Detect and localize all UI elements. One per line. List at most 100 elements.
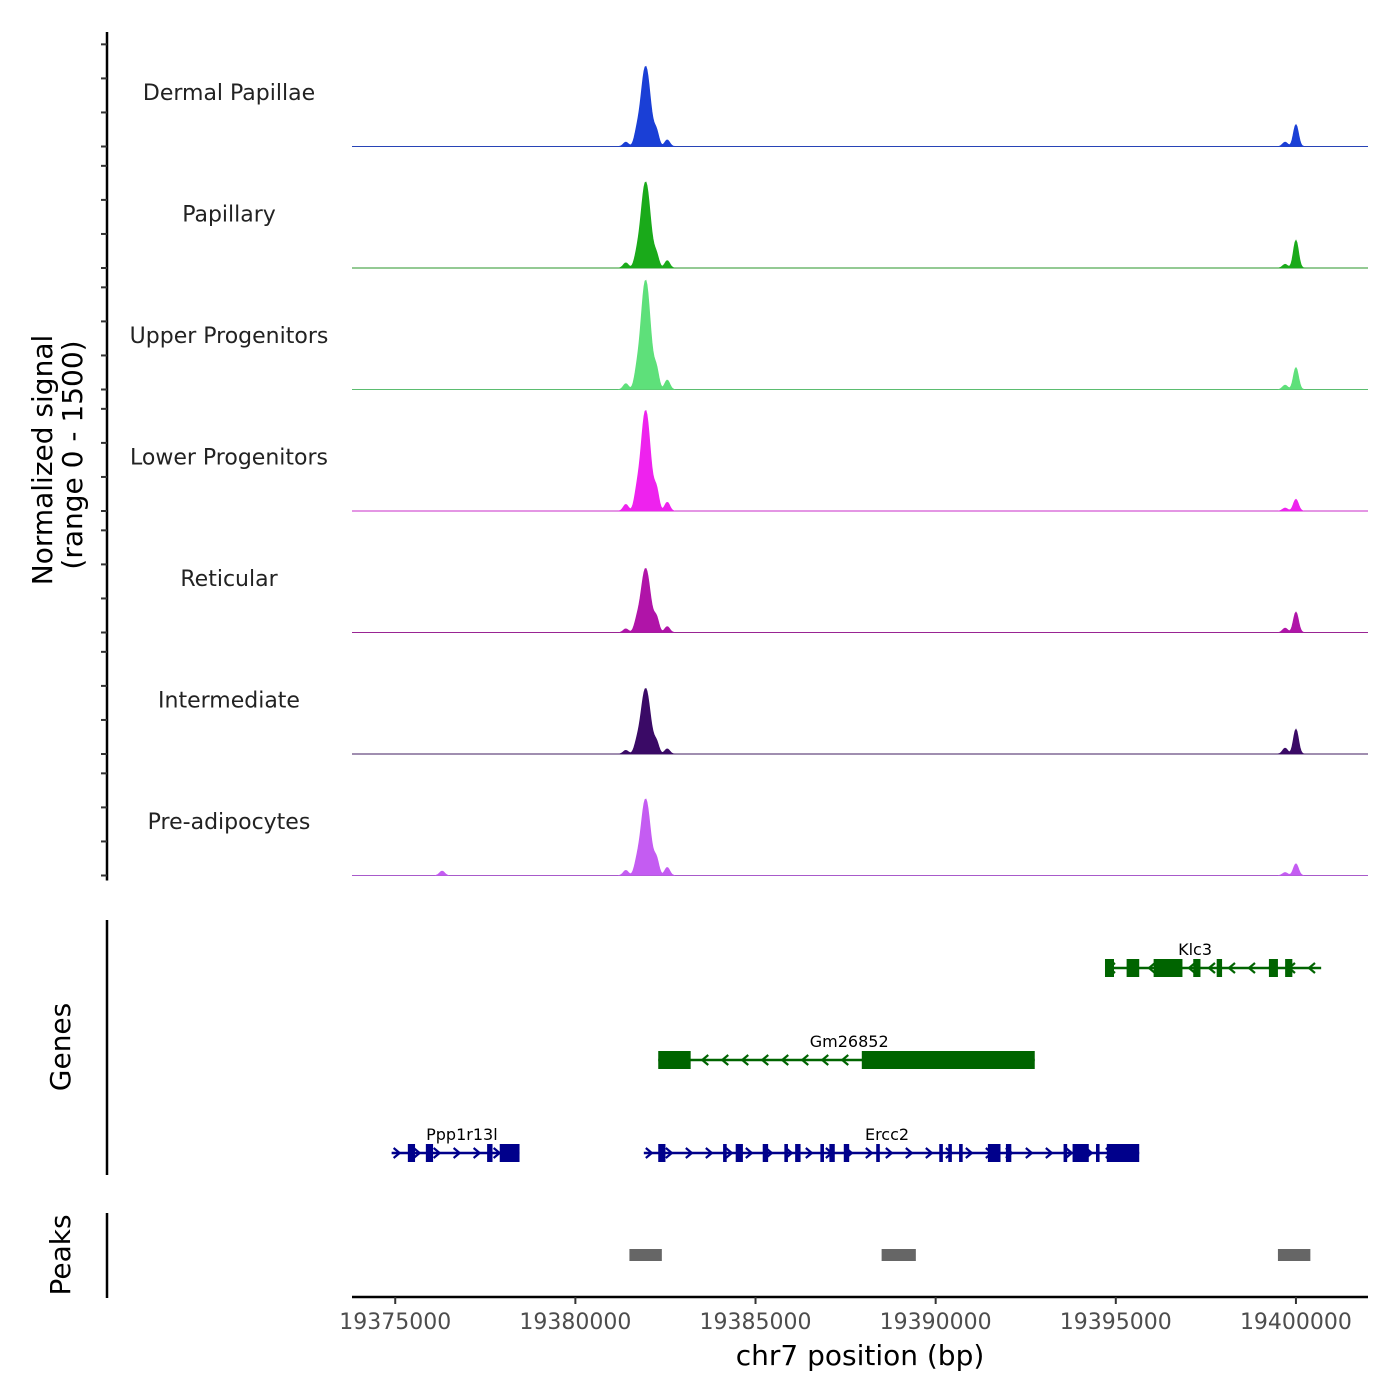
- exon: [735, 1144, 743, 1162]
- exon: [876, 1144, 880, 1162]
- coverage-area: [352, 798, 1368, 876]
- strand-arrow: [705, 1147, 714, 1159]
- strand-arrow: [452, 1147, 462, 1159]
- exon: [487, 1144, 493, 1162]
- peak-region: [881, 1249, 916, 1261]
- coverage-track: Pre-adipocytes: [148, 798, 1368, 876]
- gene-label: Ercc2: [865, 1125, 909, 1144]
- gene-label: Gm26852: [810, 1032, 889, 1051]
- coverage-area: [352, 65, 1368, 147]
- strand-arrow: [432, 1147, 442, 1159]
- track-label: Reticular: [180, 567, 278, 592]
- strand-arrow: [1247, 962, 1256, 974]
- gene-annotations: Klc3 Gm26852 Ppp1r13l Ercc2: [391, 940, 1322, 1162]
- strand-arrow: [700, 1054, 709, 1066]
- coverage-area: [352, 181, 1368, 269]
- coverage-area: [352, 279, 1368, 390]
- coverage-tracks: Dermal Papillae Papillary Upper Progenitor…: [130, 65, 1368, 876]
- track-label: Upper Progenitors: [130, 324, 329, 349]
- exon: [1104, 959, 1114, 977]
- x-tick-label: 19400000: [1240, 1310, 1352, 1335]
- strand-arrow: [1187, 962, 1196, 974]
- y-axis-range-label: (range 0 - 1500): [56, 340, 89, 569]
- strand-arrow: [925, 1147, 934, 1159]
- exon: [939, 1144, 943, 1162]
- x-tick-label: 19375000: [339, 1310, 451, 1335]
- track-label: Papillary: [182, 203, 276, 228]
- exon: [762, 1144, 769, 1162]
- coverage-track: Dermal Papillae: [143, 65, 1368, 147]
- y-axis-title: Normalized signal: [26, 335, 59, 586]
- strand-arrow: [840, 1054, 849, 1066]
- gene-model: Ercc2: [643, 1125, 1140, 1162]
- strand-arrow: [780, 1054, 789, 1066]
- exon: [1193, 959, 1201, 977]
- exon: [829, 1144, 835, 1162]
- coverage-track: Intermediate: [158, 687, 1368, 755]
- exon: [425, 1144, 434, 1162]
- gene-model: Klc3: [1104, 940, 1322, 977]
- coverage-area: [352, 687, 1368, 755]
- peak-region: [1277, 1249, 1311, 1261]
- strand-arrow: [1025, 1147, 1034, 1159]
- exon: [1153, 959, 1183, 977]
- gene-model: Ppp1r13l: [391, 1125, 520, 1162]
- coverage-area: [352, 567, 1368, 633]
- strand-arrow: [885, 1147, 894, 1159]
- y-axis: [101, 32, 109, 881]
- exon: [820, 1144, 824, 1162]
- x-axis: 19375000 19380000 19385000 19390000 19395000…: [339, 1295, 1368, 1335]
- exon: [1072, 1144, 1089, 1162]
- exon: [861, 1051, 1035, 1069]
- track-label: Dermal Papillae: [143, 81, 315, 106]
- exon: [1063, 1144, 1068, 1162]
- strand-arrow: [472, 1147, 482, 1159]
- strand-arrow: [1045, 1147, 1054, 1159]
- strand-arrow: [865, 1147, 874, 1159]
- strand-arrow: [740, 1054, 749, 1066]
- exon: [1126, 959, 1140, 977]
- strand-arrow: [1227, 962, 1236, 974]
- coverage-track: Lower Progenitors: [130, 409, 1368, 512]
- exon: [1216, 959, 1223, 977]
- x-tick-label: 19390000: [880, 1310, 992, 1335]
- gene-label: Ppp1r13l: [426, 1125, 498, 1144]
- strand-arrow: [645, 1147, 654, 1159]
- exon: [499, 1144, 520, 1162]
- strand-arrow: [1147, 962, 1156, 974]
- exon: [658, 1144, 666, 1162]
- peak-regions: [629, 1249, 1311, 1261]
- coverage-area: [352, 409, 1368, 512]
- strand-arrow: [1207, 962, 1216, 974]
- strand-arrow: [800, 1054, 809, 1066]
- exon: [784, 1144, 788, 1162]
- exon: [948, 1144, 952, 1162]
- track-label: Intermediate: [158, 689, 300, 714]
- coverage-track: Reticular: [180, 567, 1368, 633]
- exon: [723, 1144, 727, 1162]
- coverage-track: Papillary: [182, 181, 1368, 269]
- strand-arrow: [685, 1147, 694, 1159]
- peaks-panel-label: Peaks: [44, 1214, 77, 1295]
- exon: [795, 1144, 801, 1162]
- strand-arrow: [1065, 1147, 1074, 1159]
- strand-arrow: [745, 1147, 754, 1159]
- x-tick-label: 19380000: [519, 1310, 631, 1335]
- exon: [1005, 1144, 1012, 1162]
- strand-arrow: [720, 1054, 729, 1066]
- strand-arrow: [392, 1147, 402, 1159]
- exon: [407, 1144, 416, 1162]
- strand-arrow: [725, 1147, 734, 1159]
- exon: [1285, 959, 1293, 977]
- strand-arrow: [805, 1147, 814, 1159]
- exon: [1106, 1144, 1140, 1162]
- strand-arrow: [965, 1147, 974, 1159]
- gene-label: Klc3: [1178, 940, 1212, 959]
- exon: [1268, 959, 1278, 977]
- genes-panel-label: Genes: [44, 1003, 77, 1091]
- exon: [1095, 1144, 1100, 1162]
- exon: [959, 1144, 963, 1162]
- track-label: Pre-adipocytes: [148, 810, 311, 835]
- x-axis-title: chr7 position (bp): [736, 1339, 985, 1372]
